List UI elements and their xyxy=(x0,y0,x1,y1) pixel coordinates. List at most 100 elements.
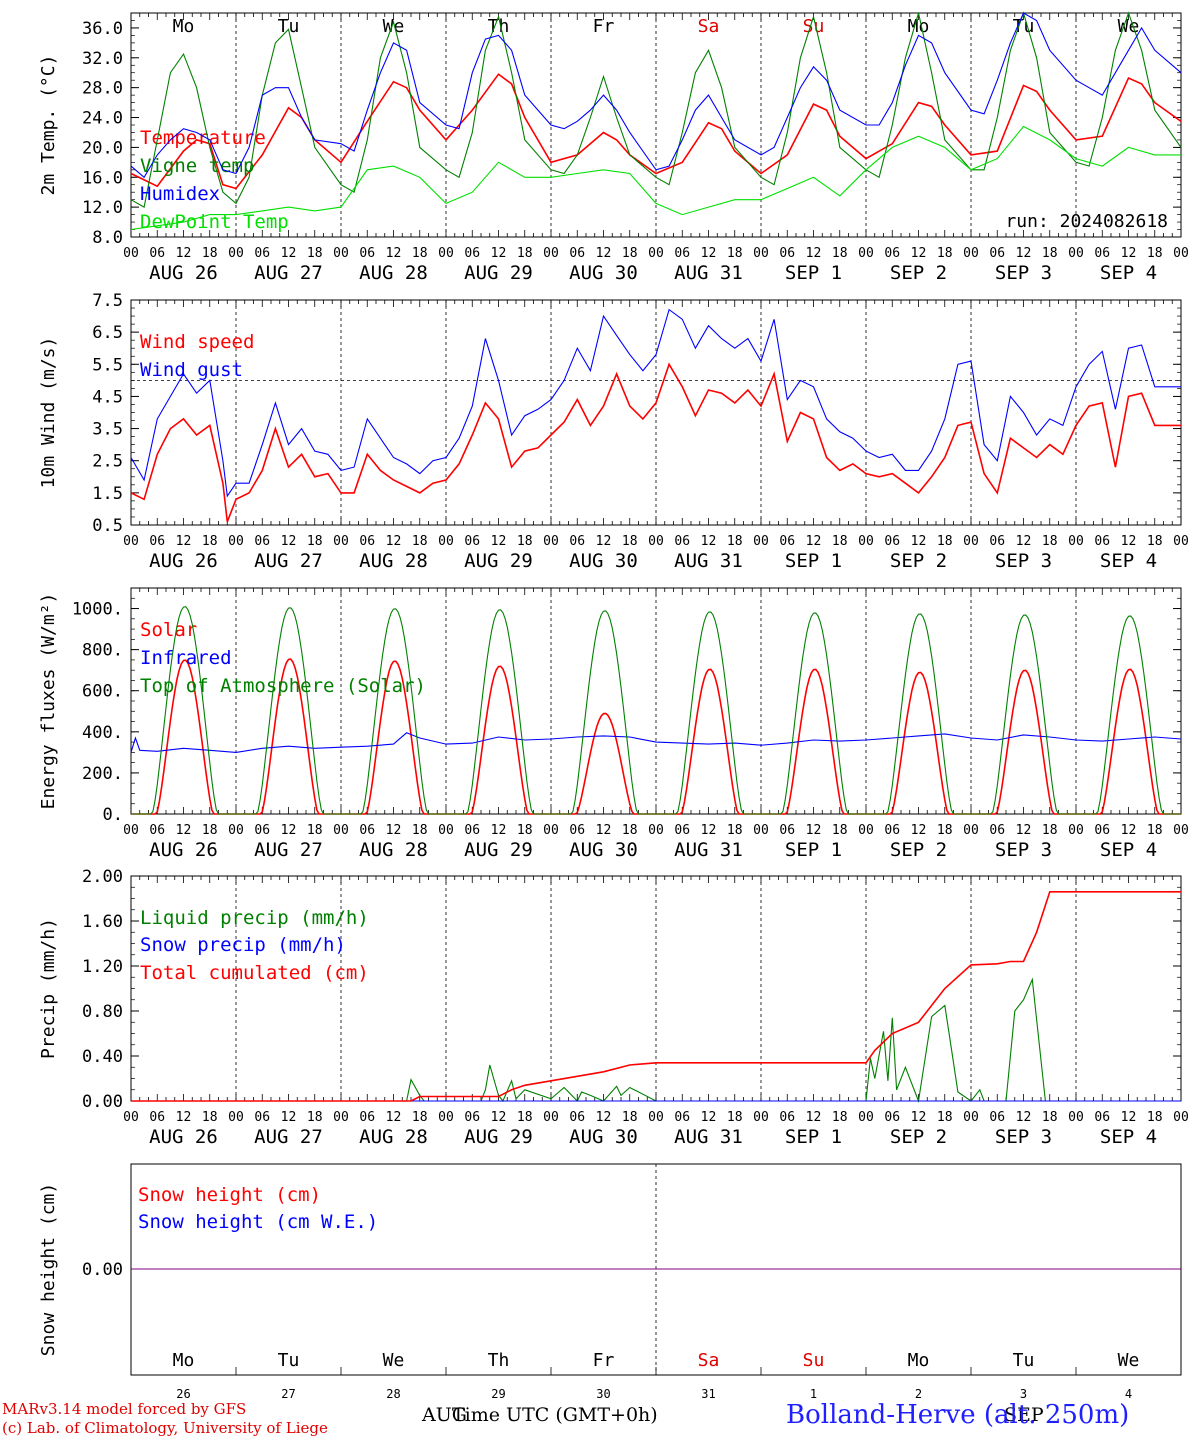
hour-label: 18 xyxy=(412,823,428,838)
x-axis-title: Time UTC (GMT+0h) xyxy=(452,1404,658,1426)
hour-label: 06 xyxy=(674,534,690,549)
hour-label: 18 xyxy=(307,1110,323,1125)
day-number-label: 30 xyxy=(596,1387,610,1401)
hour-label: 18 xyxy=(307,246,323,261)
hour-label: 06 xyxy=(884,823,900,838)
date-label: SEP 1 xyxy=(785,550,842,572)
hour-label: 18 xyxy=(202,823,218,838)
hour-label: 00 xyxy=(1068,246,1084,261)
hour-label: 00 xyxy=(963,1110,979,1125)
y-axis-title: 10m Wind (m/s) xyxy=(38,337,59,489)
hour-label: 18 xyxy=(412,534,428,549)
hour-label: 12 xyxy=(701,246,717,261)
legend-snow-height-cm-: Snow height (cm) xyxy=(138,1184,321,1206)
hour-label: 00 xyxy=(1173,534,1189,549)
hour-label: 12 xyxy=(701,823,717,838)
series-line-total-cumulated-cm- xyxy=(131,890,1181,1102)
hour-label: 06 xyxy=(464,246,480,261)
hour-label: 18 xyxy=(727,246,743,261)
date-label: AUG 27 xyxy=(254,839,323,861)
date-label: AUG 30 xyxy=(569,839,638,861)
date-label: AUG 27 xyxy=(254,550,323,572)
hour-label: 12 xyxy=(386,1110,402,1125)
hour-label: 00 xyxy=(543,246,559,261)
hour-label: 06 xyxy=(149,1110,165,1125)
hour-label: 00 xyxy=(438,246,454,261)
hour-label: 00 xyxy=(753,1110,769,1125)
hour-label: 06 xyxy=(149,534,165,549)
hour-label: 06 xyxy=(254,1110,270,1125)
hour-label: 00 xyxy=(123,246,139,261)
hour-label: 06 xyxy=(569,246,585,261)
y-tick-label: 0.80 xyxy=(82,1002,123,1022)
date-label: AUG 29 xyxy=(464,1126,533,1148)
hour-label: 18 xyxy=(1042,246,1058,261)
y-tick-label: 12.0 xyxy=(82,198,123,218)
hour-label: 12 xyxy=(806,246,822,261)
hour-label: 00 xyxy=(438,534,454,549)
weekday-label: We xyxy=(383,1350,405,1371)
panel-2: 0.5 1.5 2.5 3.5 4.5 5.5 6.5 7.5 10m Wind (m/s) 00… xyxy=(38,291,1189,572)
legend-snow-precip-mm-h-: Snow precip (mm/h) xyxy=(140,934,346,956)
date-label: SEP 3 xyxy=(995,262,1052,284)
hour-label: 12 xyxy=(386,246,402,261)
hour-label: 18 xyxy=(202,246,218,261)
hour-label: 06 xyxy=(1094,534,1110,549)
hour-label: 06 xyxy=(254,246,270,261)
date-label: AUG 28 xyxy=(359,550,428,572)
hour-label: 12 xyxy=(806,1110,822,1125)
legend-wind-speed: Wind speed xyxy=(140,331,254,353)
footer-copyright: (c) Lab. of Climatology, University of L… xyxy=(2,1419,328,1437)
weekday-label: Mo xyxy=(173,16,195,37)
date-label: SEP 3 xyxy=(995,550,1052,572)
date-label: AUG 26 xyxy=(149,1126,218,1148)
y-tick-label: 800. xyxy=(82,641,123,661)
hour-label: 12 xyxy=(281,246,297,261)
legend-snow-height-cm-w-e-: Snow height (cm W.E.) xyxy=(138,1211,378,1233)
hour-label: 18 xyxy=(937,1110,953,1125)
y-tick-label: 400. xyxy=(82,723,123,743)
hour-label: 12 xyxy=(701,1110,717,1125)
legend-temperature: Temperature xyxy=(140,127,266,149)
hour-label: 12 xyxy=(491,534,507,549)
hour-label: 00 xyxy=(648,1110,664,1125)
y-tick-label: 7.5 xyxy=(92,291,123,311)
series-line-infrared xyxy=(130,732,1182,753)
y-tick-label: 200. xyxy=(82,764,123,784)
hour-label: 12 xyxy=(281,534,297,549)
hour-label: 12 xyxy=(911,823,927,838)
hour-label: 06 xyxy=(779,1110,795,1125)
date-label: SEP 1 xyxy=(785,839,842,861)
hour-label: 00 xyxy=(1068,823,1084,838)
hour-label: 00 xyxy=(123,823,139,838)
hour-label: 06 xyxy=(989,246,1005,261)
hour-label: 18 xyxy=(202,1110,218,1125)
date-label: AUG 31 xyxy=(674,550,743,572)
hour-label: 12 xyxy=(491,246,507,261)
hour-label: 06 xyxy=(989,823,1005,838)
y-tick-label: 1.20 xyxy=(82,957,123,977)
panel-4: 0.00 0.40 0.80 1.20 1.60 2.00 Precip (mm/h) 00 0… xyxy=(38,867,1189,1148)
date-label: SEP 1 xyxy=(785,262,842,284)
hour-label: 12 xyxy=(281,823,297,838)
hour-label: 18 xyxy=(1042,823,1058,838)
day-number-label: 4 xyxy=(1125,1387,1132,1401)
date-label: AUG 26 xyxy=(149,262,218,284)
hour-label: 18 xyxy=(727,1110,743,1125)
hour-label: 12 xyxy=(1016,823,1032,838)
hour-label: 18 xyxy=(832,534,848,549)
date-label: AUG 27 xyxy=(254,1126,323,1148)
hour-label: 12 xyxy=(1121,246,1137,261)
hour-label: 00 xyxy=(963,823,979,838)
y-tick-label: 1000. xyxy=(72,600,123,620)
y-tick-label: 0. xyxy=(103,805,123,825)
hour-label: 06 xyxy=(359,246,375,261)
y-tick-label: 28.0 xyxy=(82,79,123,99)
date-label: AUG 30 xyxy=(569,550,638,572)
date-label: SEP 3 xyxy=(995,839,1052,861)
panel-5: 0.00 Snow height (cm) Mo Tu We Th Fr Sa Su Mo Tu We… xyxy=(38,1163,1182,1401)
day-number-label: 2 xyxy=(915,1387,922,1401)
hour-label: 18 xyxy=(622,246,638,261)
y-tick-label: 3.5 xyxy=(92,420,123,440)
